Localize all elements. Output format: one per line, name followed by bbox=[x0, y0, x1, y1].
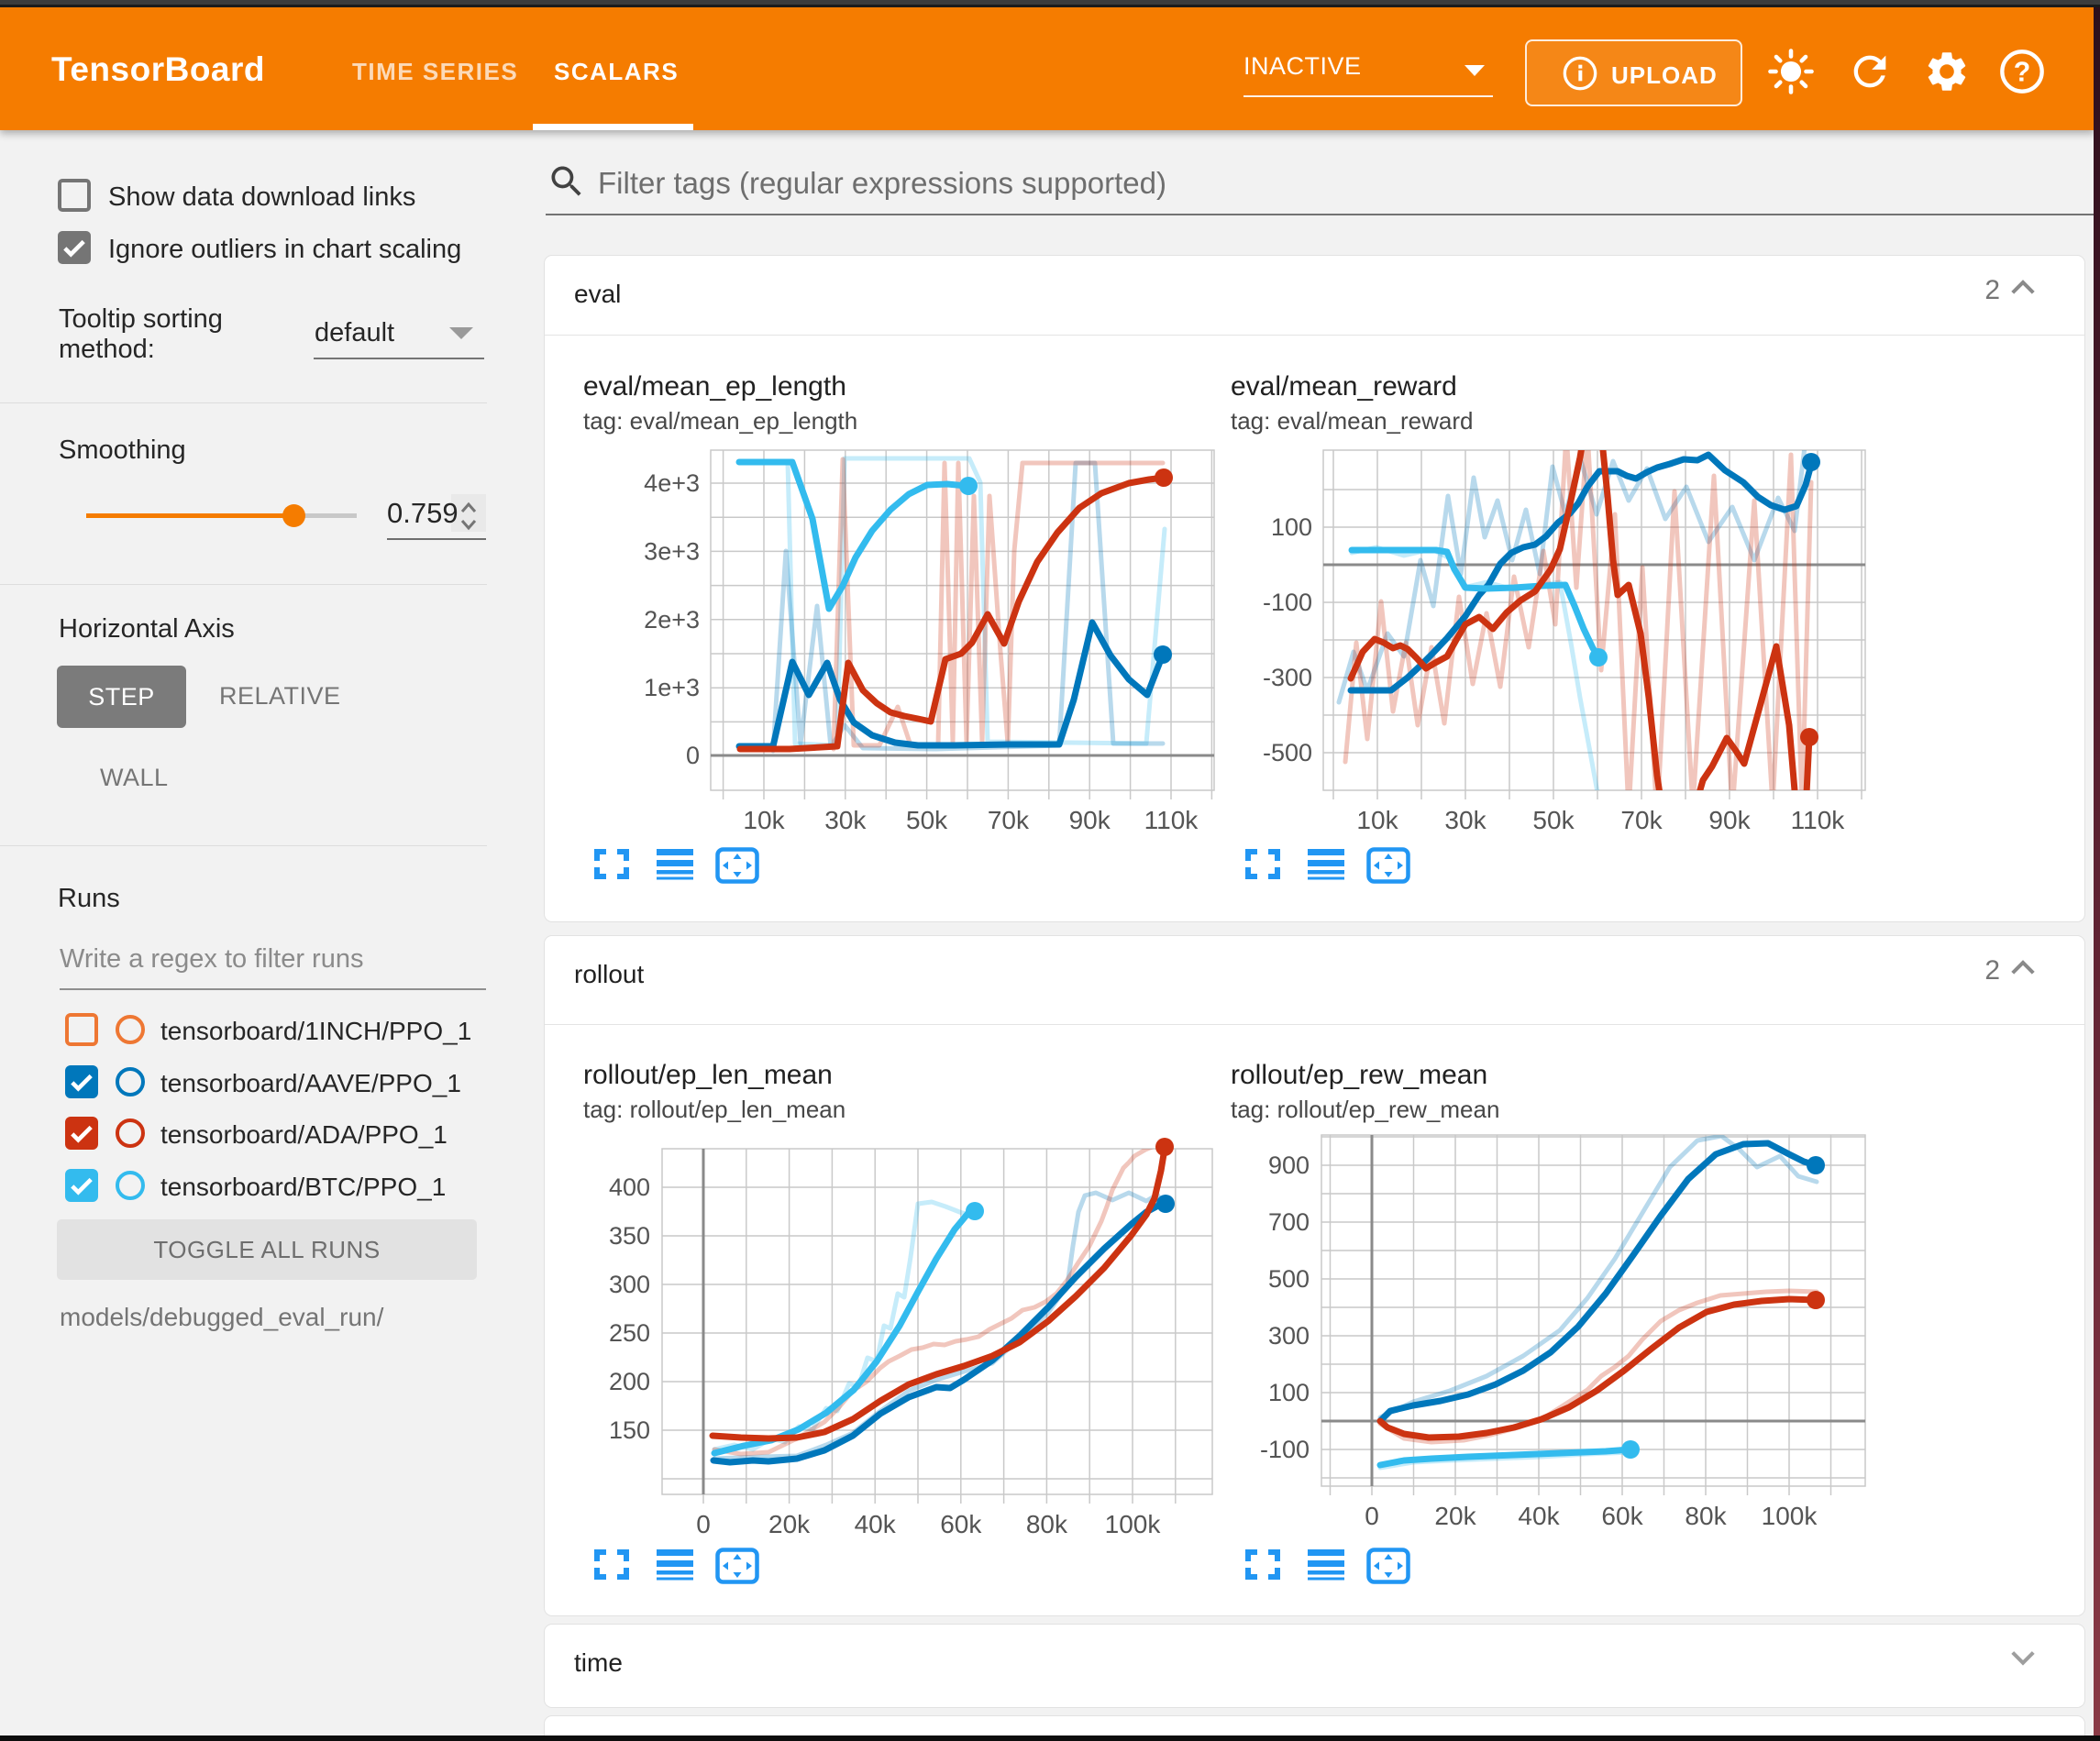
svg-text:2e+3: 2e+3 bbox=[644, 606, 700, 634]
svg-text:-100: -100 bbox=[1263, 589, 1312, 616]
svg-text:150: 150 bbox=[609, 1416, 650, 1444]
svg-text:100k: 100k bbox=[1105, 1510, 1162, 1538]
svg-text:1e+3: 1e+3 bbox=[644, 674, 700, 701]
svg-text:80k: 80k bbox=[1685, 1502, 1727, 1530]
svg-text:400: 400 bbox=[609, 1174, 650, 1201]
svg-text:-100: -100 bbox=[1260, 1436, 1310, 1463]
svg-text:50k: 50k bbox=[1532, 806, 1575, 834]
svg-text:40k: 40k bbox=[855, 1510, 897, 1538]
svg-text:30k: 30k bbox=[1444, 806, 1487, 834]
svg-text:20k: 20k bbox=[1434, 1502, 1476, 1530]
svg-text:80k: 80k bbox=[1026, 1510, 1068, 1538]
svg-text:250: 250 bbox=[609, 1319, 650, 1347]
svg-text:10k: 10k bbox=[1356, 806, 1398, 834]
svg-text:40k: 40k bbox=[1518, 1502, 1560, 1530]
svg-text:0: 0 bbox=[696, 1510, 711, 1538]
svg-text:110k: 110k bbox=[1791, 806, 1846, 834]
svg-text:0: 0 bbox=[1365, 1502, 1379, 1530]
svg-text:50k: 50k bbox=[906, 806, 948, 834]
svg-text:10k: 10k bbox=[743, 806, 785, 834]
svg-text:100k: 100k bbox=[1762, 1502, 1818, 1530]
svg-text:70k: 70k bbox=[988, 806, 1030, 834]
svg-text:100: 100 bbox=[1268, 1379, 1310, 1406]
svg-text:90k: 90k bbox=[1708, 806, 1751, 834]
svg-text:90k: 90k bbox=[1069, 806, 1111, 834]
svg-text:60k: 60k bbox=[940, 1510, 982, 1538]
svg-text:300: 300 bbox=[609, 1271, 650, 1298]
svg-text:30k: 30k bbox=[824, 806, 867, 834]
svg-text:300: 300 bbox=[1268, 1322, 1310, 1350]
svg-text:-500: -500 bbox=[1263, 739, 1312, 766]
svg-text:?: ? bbox=[2014, 57, 2031, 87]
svg-text:3e+3: 3e+3 bbox=[644, 537, 700, 565]
svg-text:4e+3: 4e+3 bbox=[644, 469, 700, 497]
svg-text:110k: 110k bbox=[1144, 806, 1199, 834]
svg-text:100: 100 bbox=[1271, 513, 1312, 541]
svg-text:-300: -300 bbox=[1263, 664, 1312, 691]
svg-text:350: 350 bbox=[609, 1222, 650, 1250]
svg-text:0: 0 bbox=[686, 742, 700, 769]
svg-text:70k: 70k bbox=[1620, 806, 1663, 834]
svg-text:200: 200 bbox=[609, 1368, 650, 1395]
svg-text:20k: 20k bbox=[768, 1510, 811, 1538]
svg-text:500: 500 bbox=[1268, 1265, 1310, 1293]
svg-text:700: 700 bbox=[1268, 1208, 1310, 1236]
svg-text:60k: 60k bbox=[1601, 1502, 1643, 1530]
svg-text:900: 900 bbox=[1268, 1151, 1310, 1179]
